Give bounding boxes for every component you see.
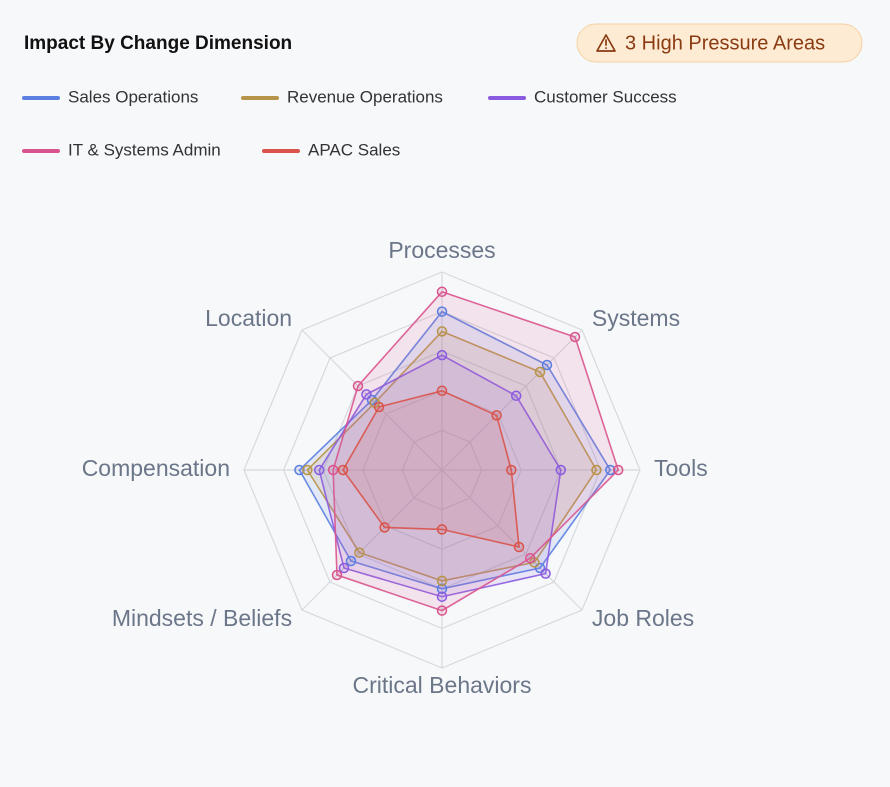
- data-point: [591, 464, 602, 476]
- data-point: [436, 326, 448, 337]
- data-point: [436, 583, 448, 595]
- axis-label: Processes: [388, 237, 495, 263]
- data-point: [337, 464, 349, 476]
- data-point: [313, 464, 325, 476]
- data-point: [373, 401, 385, 413]
- data-point: [331, 569, 343, 581]
- data-point: [436, 575, 448, 587]
- data-point: [436, 306, 448, 317]
- data-point: [361, 389, 372, 400]
- series-area: [342, 389, 520, 549]
- data-point: [436, 591, 448, 602]
- data-point: [491, 410, 502, 421]
- data-point: [436, 385, 448, 397]
- data-point: [327, 464, 339, 476]
- axis-label: Systems: [592, 305, 680, 331]
- data-point: [555, 464, 567, 476]
- axis-label: Tools: [654, 455, 708, 481]
- axis-label: Critical Behaviors: [353, 672, 532, 698]
- data-point: [436, 524, 448, 535]
- data-point: [345, 555, 357, 567]
- data-point: [524, 552, 536, 564]
- data-point: [436, 286, 448, 298]
- grid-spoke: [301, 469, 443, 611]
- badge-text: 3 High Pressure Areas: [625, 32, 825, 54]
- data-point: [506, 464, 517, 476]
- data-point: [294, 464, 305, 476]
- data-point: [605, 464, 616, 476]
- data-point: [540, 568, 551, 579]
- data-point: [338, 562, 350, 574]
- data-point: [436, 349, 448, 361]
- legend-label: Revenue Operations: [287, 87, 443, 106]
- legend-label: Customer Success: [534, 87, 677, 106]
- data-point: [513, 541, 525, 553]
- axis-label: Mindsets / Beliefs: [112, 605, 292, 631]
- series-area: [306, 330, 598, 582]
- badge-background: [576, 23, 863, 63]
- data-point: [510, 390, 522, 402]
- data-point: [302, 464, 313, 476]
- legend-label: IT & Systems Admin: [68, 140, 221, 159]
- badge: 3 High Pressure Areas: [576, 23, 863, 63]
- chart-title: Impact By Change Dimension: [24, 33, 292, 54]
- legend-label: Sales Operations: [68, 87, 198, 106]
- data-point: [534, 366, 546, 378]
- data-point: [569, 331, 581, 343]
- data-point: [354, 547, 365, 558]
- data-point: [612, 464, 624, 476]
- axis-label: Job Roles: [592, 605, 694, 631]
- grid-spoke: [441, 469, 583, 611]
- series-area: [332, 290, 620, 612]
- warning-icon: [596, 34, 616, 52]
- axis-label: Location: [205, 305, 292, 331]
- axis-label: Compensation: [82, 455, 230, 481]
- data-point: [379, 522, 390, 533]
- data-point: [352, 380, 364, 392]
- data-point: [541, 359, 553, 371]
- data-point: [436, 605, 448, 616]
- legend-label: APAC Sales: [308, 140, 400, 159]
- grid-spoke: [441, 329, 583, 471]
